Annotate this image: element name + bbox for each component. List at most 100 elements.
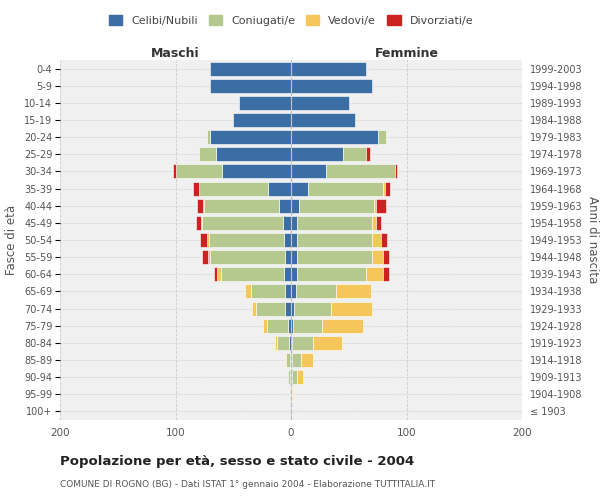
Bar: [283, 216, 291, 230]
Bar: [291, 353, 292, 367]
Bar: [385, 182, 391, 196]
Bar: [376, 198, 386, 212]
Bar: [326, 164, 395, 178]
Bar: [209, 233, 284, 247]
Bar: [299, 198, 374, 212]
Text: COMUNE DI ROGNO (BG) - Dati ISTAT 1° gennaio 2004 - Elaborazione TUTTITALIA.IT: COMUNE DI ROGNO (BG) - Dati ISTAT 1° gen…: [60, 480, 435, 489]
Bar: [291, 336, 292, 350]
Text: Maschi: Maschi: [151, 47, 200, 60]
Bar: [291, 148, 343, 162]
Bar: [291, 113, 355, 127]
Bar: [285, 302, 291, 316]
Bar: [285, 284, 291, 298]
Text: Femmine: Femmine: [374, 47, 439, 60]
Bar: [372, 233, 381, 247]
Bar: [343, 148, 366, 162]
Bar: [252, 302, 256, 316]
Bar: [366, 268, 383, 281]
Bar: [291, 62, 366, 76]
Bar: [285, 353, 286, 367]
Bar: [336, 284, 371, 298]
Bar: [284, 233, 291, 247]
Bar: [291, 284, 296, 298]
Bar: [291, 198, 299, 212]
Bar: [383, 250, 389, 264]
Bar: [295, 302, 331, 316]
Bar: [210, 250, 285, 264]
Bar: [381, 233, 387, 247]
Bar: [214, 268, 217, 281]
Bar: [292, 370, 297, 384]
Bar: [173, 164, 176, 178]
Bar: [202, 216, 283, 230]
Bar: [268, 182, 291, 196]
Bar: [322, 318, 362, 332]
Bar: [206, 233, 209, 247]
Bar: [383, 182, 385, 196]
Bar: [233, 113, 291, 127]
Bar: [290, 370, 291, 384]
Bar: [293, 318, 322, 332]
Y-axis label: Anni di nascita: Anni di nascita: [586, 196, 599, 284]
Bar: [284, 268, 291, 281]
Bar: [199, 182, 268, 196]
Bar: [291, 318, 293, 332]
Bar: [208, 250, 210, 264]
Bar: [308, 182, 383, 196]
Bar: [196, 216, 201, 230]
Bar: [256, 302, 285, 316]
Bar: [297, 233, 372, 247]
Bar: [331, 302, 372, 316]
Bar: [291, 370, 292, 384]
Bar: [291, 388, 292, 402]
Bar: [292, 336, 313, 350]
Bar: [297, 216, 372, 230]
Bar: [313, 336, 342, 350]
Bar: [280, 198, 291, 212]
Bar: [176, 164, 222, 178]
Bar: [206, 130, 210, 144]
Bar: [239, 96, 291, 110]
Bar: [193, 182, 199, 196]
Bar: [291, 164, 326, 178]
Bar: [199, 148, 216, 162]
Bar: [291, 302, 295, 316]
Bar: [291, 96, 349, 110]
Bar: [205, 198, 280, 212]
Bar: [291, 130, 377, 144]
Bar: [292, 353, 301, 367]
Bar: [245, 284, 251, 298]
Bar: [291, 78, 372, 92]
Bar: [395, 164, 397, 178]
Bar: [216, 148, 291, 162]
Bar: [222, 164, 291, 178]
Bar: [291, 182, 308, 196]
Bar: [285, 250, 291, 264]
Bar: [286, 353, 290, 367]
Bar: [202, 250, 208, 264]
Bar: [287, 318, 291, 332]
Bar: [275, 336, 277, 350]
Bar: [291, 233, 297, 247]
Bar: [210, 130, 291, 144]
Bar: [374, 198, 376, 212]
Bar: [377, 130, 386, 144]
Bar: [221, 268, 284, 281]
Bar: [376, 216, 381, 230]
Bar: [201, 216, 202, 230]
Bar: [372, 250, 383, 264]
Legend: Celibi/Nubili, Coniugati/e, Vedovi/e, Divorziati/e: Celibi/Nubili, Coniugati/e, Vedovi/e, Di…: [109, 15, 473, 26]
Bar: [366, 148, 370, 162]
Bar: [203, 198, 205, 212]
Bar: [291, 250, 297, 264]
Bar: [296, 284, 336, 298]
Text: Popolazione per età, sesso e stato civile - 2004: Popolazione per età, sesso e stato civil…: [60, 455, 414, 468]
Bar: [267, 318, 287, 332]
Bar: [200, 233, 206, 247]
Bar: [301, 353, 313, 367]
Bar: [290, 353, 291, 367]
Bar: [291, 268, 297, 281]
Bar: [383, 268, 389, 281]
Bar: [297, 370, 302, 384]
Bar: [210, 78, 291, 92]
